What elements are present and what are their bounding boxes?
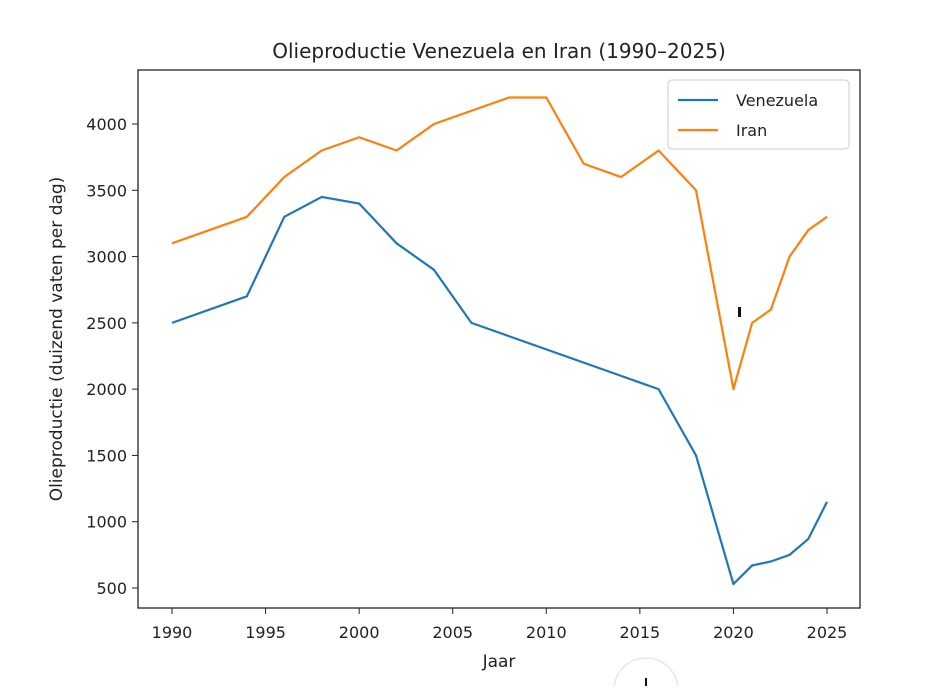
y-tick-label: 2000 — [86, 380, 127, 399]
y-tick-label: 3500 — [86, 181, 127, 200]
y-tick-label: 500 — [96, 579, 127, 598]
y-tick-label: 1000 — [86, 513, 127, 532]
chart-title: Olieproductie Venezuela en Iran (1990–20… — [272, 39, 726, 63]
x-tick-label: 2020 — [713, 623, 754, 642]
plot-area — [138, 70, 860, 608]
x-axis-label: Jaar — [482, 652, 516, 672]
legend: Venezuela Iran — [668, 80, 849, 149]
legend-label: Iran — [736, 121, 767, 140]
y-tick-label: 4000 — [86, 115, 127, 134]
x-tick-label: 2010 — [526, 623, 567, 642]
x-tick-label: 2025 — [807, 623, 848, 642]
x-tick-label: 2005 — [432, 623, 473, 642]
x-tick-label: 2000 — [339, 623, 380, 642]
y-axis-label: Olieproductie (duizend vaten per dag) — [47, 177, 67, 502]
series-line-venezuela — [172, 197, 827, 584]
x-tick-label: 1990 — [152, 623, 193, 642]
cursor-mark — [738, 307, 741, 317]
y-tick-label: 2500 — [86, 314, 127, 333]
y-tick-label: 1500 — [86, 446, 127, 465]
legend-label: Venezuela — [736, 91, 818, 110]
cursor-mark — [645, 678, 647, 686]
y-tick-label: 3000 — [86, 248, 127, 267]
x-tick-label: 1995 — [245, 623, 286, 642]
x-tick-label: 2015 — [619, 623, 660, 642]
